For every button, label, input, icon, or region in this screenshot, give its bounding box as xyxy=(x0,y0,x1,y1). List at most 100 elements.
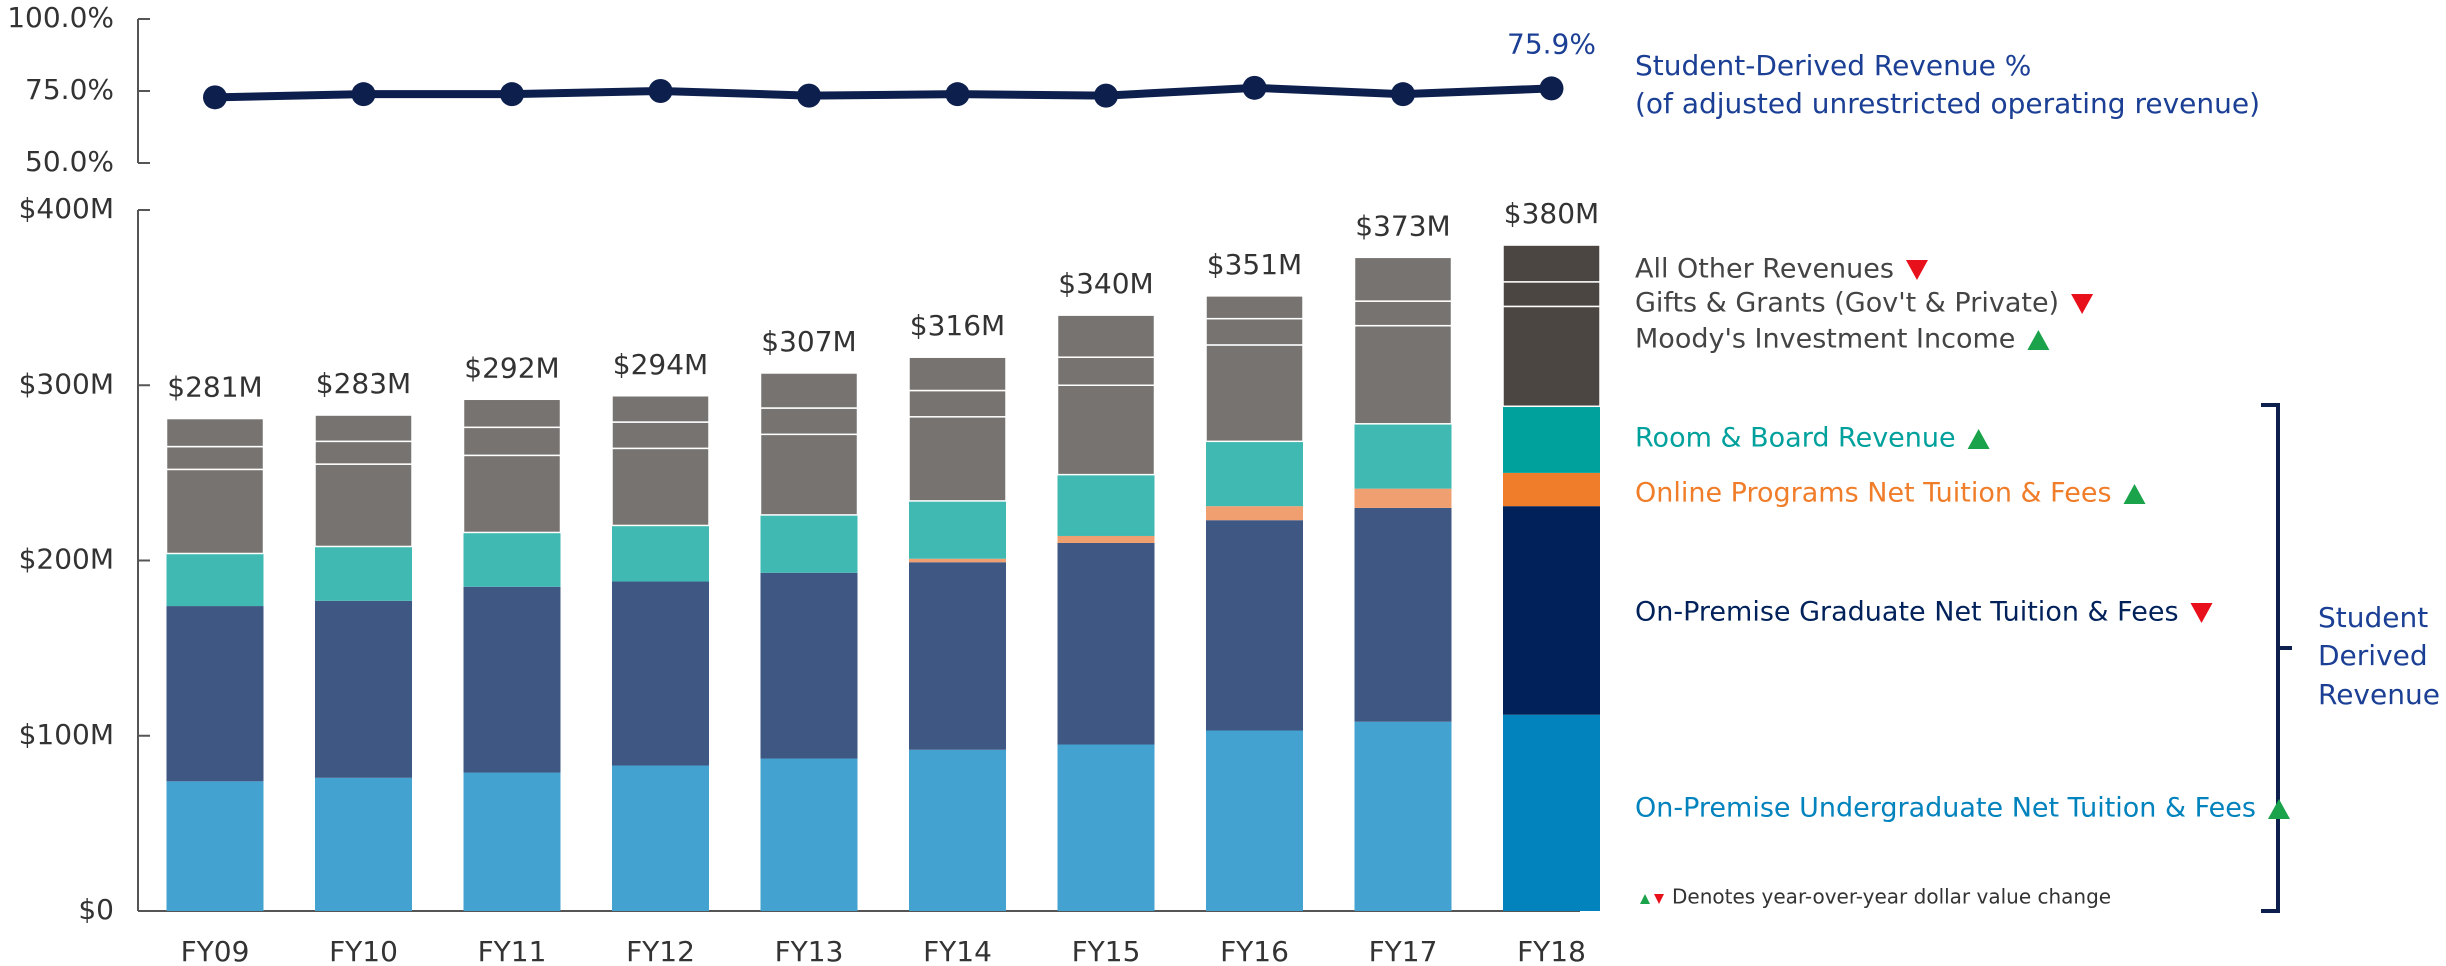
y-tick-label: 50.0% xyxy=(25,145,114,178)
bar-segment xyxy=(1503,472,1600,507)
line-legend: Student-Derived Revenue % xyxy=(1635,49,2031,82)
legend-label: Room & Board Revenue xyxy=(1635,423,1956,454)
bar-segment xyxy=(908,356,1007,392)
bar-segment xyxy=(1354,721,1452,911)
total-label: $380M xyxy=(1504,197,1599,230)
bar-segment xyxy=(462,398,562,429)
marker xyxy=(1391,82,1415,107)
bar-segment xyxy=(909,749,1006,911)
data-label: 75.9% xyxy=(1507,27,1596,60)
bar-segment xyxy=(1057,744,1155,911)
bar-segment xyxy=(1353,300,1453,327)
bar-segment xyxy=(611,395,710,423)
x-tick-label: FY11 xyxy=(478,935,547,966)
x-tick-label: FY10 xyxy=(329,935,398,966)
trend-icon xyxy=(2190,603,2213,623)
y-tick-label: $200M xyxy=(19,543,114,576)
legend-label: On-Premise Graduate Net Tuition & Fees xyxy=(1635,597,2179,628)
bar-segment xyxy=(462,426,562,457)
bar-segment xyxy=(165,445,265,471)
bar-segment xyxy=(1056,314,1156,358)
bar-segment xyxy=(1353,324,1453,425)
line-subtitle: (of adjusted unrestricted operating reve… xyxy=(1635,87,2260,120)
total-label: $292M xyxy=(464,351,559,384)
bar-segment xyxy=(314,440,413,465)
legend-label: All Other Revenues xyxy=(1635,254,1894,285)
bracket-label: Student xyxy=(2318,601,2428,634)
bar-segment xyxy=(908,416,1007,502)
bar-segment xyxy=(166,553,264,607)
marker xyxy=(1242,75,1267,100)
bar-segment xyxy=(1056,356,1156,386)
bar-segment xyxy=(1354,507,1452,722)
trend-icon xyxy=(2027,330,2050,350)
bar-segment xyxy=(760,758,858,911)
bar-segment xyxy=(612,765,709,911)
total-label: $307M xyxy=(761,325,856,358)
bar-segment xyxy=(1206,441,1303,507)
y-tick-label: $400M xyxy=(19,192,114,225)
bar-segment xyxy=(166,606,264,782)
footnote-up xyxy=(1640,894,1650,904)
bar-segment xyxy=(1353,256,1453,302)
bar-segment xyxy=(611,421,710,450)
bar-segment xyxy=(759,372,859,409)
total-label: $316M xyxy=(910,309,1005,342)
bracket xyxy=(2261,403,2292,913)
x-tick-label: FY17 xyxy=(1369,935,1438,966)
bar-segment xyxy=(315,546,412,601)
bar-segment xyxy=(612,525,709,582)
bar-segment xyxy=(759,433,859,516)
x-tick-label: FY14 xyxy=(923,935,992,966)
bar-segment xyxy=(314,463,413,548)
bar-segment xyxy=(315,600,412,778)
bar-segment xyxy=(1206,506,1303,521)
trend-icon xyxy=(1905,260,1928,280)
x-tick-label: FY15 xyxy=(1072,935,1141,966)
trend-icon xyxy=(2123,484,2146,504)
bar-segment xyxy=(612,581,709,766)
bar-segment xyxy=(1354,488,1452,508)
total-label: $373M xyxy=(1355,209,1450,242)
bar-segment xyxy=(1057,535,1155,543)
bar-segment xyxy=(1503,506,1600,715)
bar-segment xyxy=(611,447,710,527)
legend-label: Gifts & Grants (Gov't & Private) xyxy=(1635,288,2059,319)
total-label: $351M xyxy=(1207,248,1302,281)
bar-segment xyxy=(463,586,561,773)
bar-segment xyxy=(759,407,859,436)
marker xyxy=(203,85,227,110)
trend-icon xyxy=(2071,294,2094,314)
bar-segment xyxy=(1354,423,1452,489)
bracket-label: Derived xyxy=(2318,639,2428,672)
y-tick-label: $0 xyxy=(78,893,114,926)
bar-segment xyxy=(909,562,1006,750)
x-tick-label: FY18 xyxy=(1517,935,1586,966)
legend-label: Moody's Investment Income xyxy=(1635,324,2015,355)
marker xyxy=(648,79,673,103)
bar-segment xyxy=(1205,295,1304,320)
bar-segment xyxy=(1205,317,1304,346)
bar-segment xyxy=(463,532,561,587)
legend-label: On-Premise Undergraduate Net Tuition & F… xyxy=(1635,793,2256,824)
bar-segment xyxy=(1205,344,1304,443)
bar-segment xyxy=(1206,730,1303,911)
y-tick-label: $300M xyxy=(19,367,114,400)
x-tick-label: FY12 xyxy=(626,935,695,966)
bar-segment xyxy=(1503,406,1600,473)
bar-segment xyxy=(1056,384,1156,476)
bar-segment xyxy=(166,781,264,911)
x-tick-label: FY09 xyxy=(181,935,250,966)
bar-segment xyxy=(314,414,413,443)
footnote-down xyxy=(1654,894,1664,904)
bar-segment xyxy=(1503,714,1600,911)
total-label: $283M xyxy=(316,367,411,400)
bar-segment xyxy=(1206,520,1303,731)
bar-segment xyxy=(165,417,265,448)
legend-label: Online Programs Net Tuition & Fees xyxy=(1635,478,2112,509)
total-label: $281M xyxy=(167,371,262,404)
bar-segment xyxy=(1057,474,1155,536)
bar-segment xyxy=(1502,281,1601,308)
trend-icon xyxy=(1967,429,1990,449)
